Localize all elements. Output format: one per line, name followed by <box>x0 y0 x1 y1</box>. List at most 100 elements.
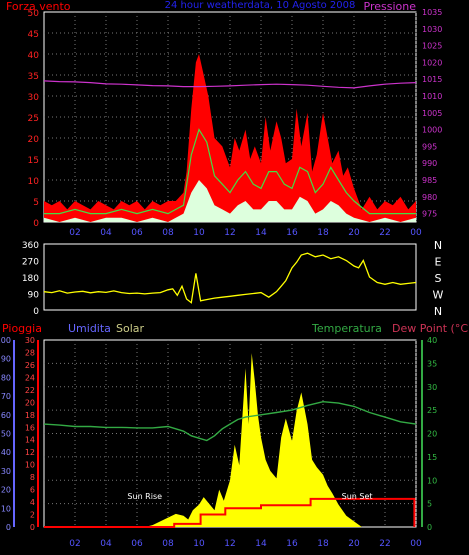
top-x-tick-label: 06 <box>131 228 143 238</box>
bottom-x-tick-label: 18 <box>317 539 329 549</box>
solar-area <box>144 353 362 527</box>
solar-label: Solar <box>116 322 145 335</box>
bottom-x-tick-label: 02 <box>69 539 80 549</box>
bottom-x-tick-label: 04 <box>100 539 112 549</box>
top-x-tick-label: 02 <box>69 228 80 238</box>
top-x-tick-label: 08 <box>162 228 174 238</box>
temperature-line <box>43 400 417 442</box>
bottom-x-tick-label: 00 <box>410 539 422 549</box>
pressure-line <box>43 80 417 89</box>
rain-tick-label: 30 <box>25 336 35 345</box>
pressure-tick-label: 980 <box>422 193 437 202</box>
temp-tick-label: 15 <box>427 453 437 462</box>
top-x-tick-label: 04 <box>100 228 112 238</box>
rain-tick-label: 6 <box>30 486 35 495</box>
top-x-tick-label: 18 <box>317 228 329 238</box>
rain-line <box>44 497 416 528</box>
wind-tick-label: 45 <box>28 30 39 40</box>
compass-label: N <box>434 305 442 318</box>
top-x-tick-label: 14 <box>255 228 267 238</box>
rain-tick-label: 0 <box>30 523 35 532</box>
top-x-tick-label: 12 <box>224 228 235 238</box>
wind-calm-area <box>44 180 416 222</box>
bottom-x-tick-label: 22 <box>379 539 390 549</box>
wind-direction-line <box>43 252 417 304</box>
rain-tick-label: 24 <box>25 373 35 382</box>
direction-tick-label: 270 <box>22 258 39 268</box>
rain-label: Pioggia <box>2 322 42 335</box>
wind-tick-label: 35 <box>28 72 39 82</box>
pressure-tick-label: 990 <box>422 159 437 168</box>
bottom-x-tick-label: 08 <box>162 539 174 549</box>
compass-label: S <box>435 272 442 285</box>
bottom-x-tick-label: 12 <box>224 539 235 549</box>
top-x-tick-label: 10 <box>193 228 205 238</box>
wind-gust-area <box>44 54 416 222</box>
temp-tick-label: 10 <box>427 476 437 485</box>
wind-direction-panel: 0 N 90 W 180 S 270 E 360 N <box>22 239 444 318</box>
pressure-tick-label: 1000 <box>422 126 442 135</box>
bottom-x-tick-label: 14 <box>255 539 267 549</box>
temperature-label: Temperatura <box>311 322 382 335</box>
wind-tick-label: 0 <box>33 219 39 229</box>
pressure-tick-label: 1035 <box>422 8 442 17</box>
compass-label: W <box>433 289 444 302</box>
pressure-tick-label: 985 <box>422 176 437 185</box>
humidity-tick-label: 100 <box>0 336 11 345</box>
humidity-tick-label: 80 <box>1 373 11 382</box>
pressure-tick-label: 1015 <box>422 75 442 84</box>
humidity-tick-label: 20 <box>1 486 11 495</box>
rain-tick-label: 10 <box>25 461 35 470</box>
rain-tick-label: 14 <box>25 436 35 445</box>
rain-tick-label: 4 <box>30 498 35 507</box>
temp-tick-label: 0 <box>427 523 432 532</box>
bottom-x-tick-label: 10 <box>193 539 205 549</box>
pressure-tick-label: 1020 <box>422 58 442 67</box>
temp-tick-label: 5 <box>427 500 432 509</box>
bottom-x-tick-label: 06 <box>131 539 143 549</box>
pressure-tick-label: 1005 <box>422 109 442 118</box>
rain-tick-label: 8 <box>30 473 35 482</box>
humidity-tick-label: 50 <box>1 430 11 439</box>
wind-tick-label: 30 <box>28 93 40 103</box>
wind-force-label: Forza vento <box>6 0 71 13</box>
humidity-tick-label: 90 <box>1 355 11 364</box>
temp-tick-label: 40 <box>427 336 437 345</box>
wind-tick-label: 40 <box>28 51 40 61</box>
pressure-tick-label: 975 <box>422 210 437 219</box>
top-x-tick-label: 20 <box>348 228 360 238</box>
humidity-tick-label: 70 <box>1 392 11 401</box>
wind-tick-label: 15 <box>28 156 39 166</box>
wind-tick-label: 20 <box>28 135 40 145</box>
rain-tick-label: 20 <box>25 398 35 407</box>
humidity-tick-label: 40 <box>1 448 11 457</box>
temp-tick-label: 35 <box>427 359 437 368</box>
bottom-x-tick-label: 20 <box>348 539 360 549</box>
rain-tick-label: 2 <box>30 511 35 520</box>
pressure-label: Pressione <box>364 0 417 13</box>
wind-tick-label: 50 <box>28 9 40 19</box>
humidity-tick-label: 0 <box>6 523 11 532</box>
humidity-label: Umidita <box>68 322 111 335</box>
wind-pressure-panel: 0510152025303540455097598098599099510001… <box>28 8 443 238</box>
wind-average-line <box>44 128 416 215</box>
pressure-tick-label: 1025 <box>422 42 442 51</box>
chart-title: 24 hour weatherdata, 10 Agosto 2008 <box>165 0 356 11</box>
temp-tick-label: 30 <box>427 383 437 392</box>
direction-tick-label: 0 <box>33 307 39 317</box>
pressure-tick-label: 1010 <box>422 92 442 101</box>
rain-tick-label: 22 <box>25 386 35 395</box>
rain-temp-solar-panel: 0102030405060708090100024681012141618202… <box>0 336 437 549</box>
temp-tick-label: 20 <box>427 430 437 439</box>
rain-tick-label: 26 <box>25 361 35 370</box>
dew-point-label: Dew Point (°C) <box>392 322 469 335</box>
temp-tick-label: 25 <box>427 406 437 415</box>
humidity-tick-label: 60 <box>1 411 11 420</box>
top-x-tick-label: 16 <box>286 228 298 238</box>
sun-event-label: Sun Rise <box>127 492 162 501</box>
direction-plot-frame <box>43 243 417 311</box>
humidity-tick-label: 10 <box>1 504 11 513</box>
direction-tick-label: 180 <box>22 274 39 284</box>
top-x-tick-label: 00 <box>410 228 422 238</box>
